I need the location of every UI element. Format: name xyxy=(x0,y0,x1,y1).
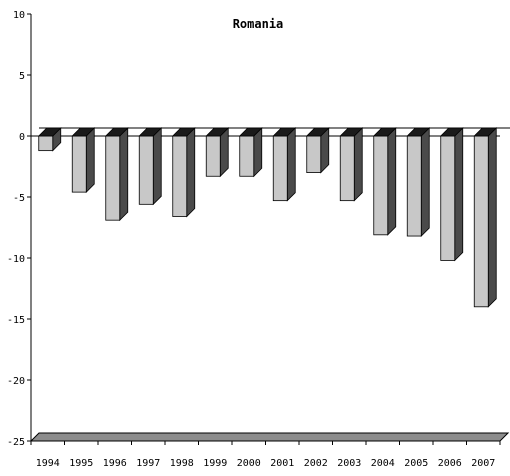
axes: 10 5 0 -5 -10 -15 -20 -25 1994 1995 1996 1997 1998 19… xyxy=(7,10,501,469)
bar-top xyxy=(272,127,297,137)
x-tick-label: 2002 xyxy=(304,458,328,469)
bar-top xyxy=(305,127,330,137)
bar xyxy=(205,127,230,178)
bar-top xyxy=(138,127,163,137)
x-tick-label: 1999 xyxy=(203,458,227,469)
bar-front xyxy=(138,135,154,205)
bar-front xyxy=(272,135,288,202)
bar-side xyxy=(119,127,129,222)
x-tick-label: 2007 xyxy=(471,458,495,469)
bar xyxy=(37,127,62,152)
bar-front xyxy=(105,135,121,221)
bar-side xyxy=(85,127,95,194)
bar-front xyxy=(440,135,456,261)
bar-top xyxy=(473,127,498,137)
chart-floor xyxy=(29,432,510,442)
bar-front xyxy=(373,135,389,236)
y-tick-label: -20 xyxy=(7,376,25,387)
bar-top xyxy=(71,127,96,137)
x-tick-label: 1995 xyxy=(69,458,93,469)
x-tick-label: 1997 xyxy=(136,458,160,469)
bar-side xyxy=(487,127,497,308)
x-tick-label: 1994 xyxy=(36,458,60,469)
bar-front xyxy=(71,135,87,193)
y-tick-label: 10 xyxy=(13,10,25,21)
bar-front xyxy=(38,135,54,152)
bar-top xyxy=(439,127,464,137)
y-tick-label: 0 xyxy=(19,132,25,143)
bar-front xyxy=(306,135,322,173)
bar xyxy=(171,127,196,218)
x-tick-label: 2005 xyxy=(404,458,428,469)
bar-side xyxy=(152,127,162,206)
bar-top xyxy=(37,127,62,137)
bar xyxy=(372,127,397,236)
bar xyxy=(473,127,498,308)
bar-side xyxy=(387,127,397,236)
bar-side xyxy=(286,127,296,202)
bar-top xyxy=(171,127,196,137)
x-tick-label: 2003 xyxy=(337,458,361,469)
bar xyxy=(305,127,330,174)
bar-side xyxy=(420,127,430,238)
bar xyxy=(406,127,431,238)
chart-title: Romania xyxy=(233,17,284,31)
bar-top xyxy=(372,127,397,137)
bar-top xyxy=(205,127,230,137)
floor-layer xyxy=(29,432,510,442)
bar xyxy=(272,127,297,202)
bar-front xyxy=(205,135,221,177)
y-tick-label: -5 xyxy=(13,193,25,204)
bar-front xyxy=(239,135,255,177)
bar-front xyxy=(339,135,355,202)
bars xyxy=(37,127,498,308)
x-tick-label: 1996 xyxy=(103,458,127,469)
x-tick-label: 2001 xyxy=(270,458,294,469)
bar-front xyxy=(172,135,188,217)
bar xyxy=(104,127,129,222)
bar xyxy=(138,127,163,206)
bar-front xyxy=(406,135,422,237)
bar xyxy=(339,127,364,202)
bar-top xyxy=(104,127,129,137)
bar-top xyxy=(339,127,364,137)
y-tick-label: 5 xyxy=(19,71,25,82)
bar-side xyxy=(454,127,464,262)
bar xyxy=(71,127,96,194)
y-tick-label: -15 xyxy=(7,315,25,326)
x-tick-label: 1998 xyxy=(170,458,194,469)
y-tick-label: -25 xyxy=(7,437,25,448)
bar-side xyxy=(353,127,363,202)
zero-line-layer xyxy=(31,127,510,137)
bar-front xyxy=(473,135,489,308)
bar-top xyxy=(406,127,431,137)
x-tick-label: 2006 xyxy=(438,458,462,469)
bar-top xyxy=(238,127,263,137)
bar xyxy=(238,127,263,178)
y-tick-label: -10 xyxy=(7,254,25,265)
x-tick-label: 2004 xyxy=(371,458,395,469)
x-tick-label: 2000 xyxy=(237,458,261,469)
bar xyxy=(439,127,464,262)
bar-side xyxy=(186,127,196,218)
